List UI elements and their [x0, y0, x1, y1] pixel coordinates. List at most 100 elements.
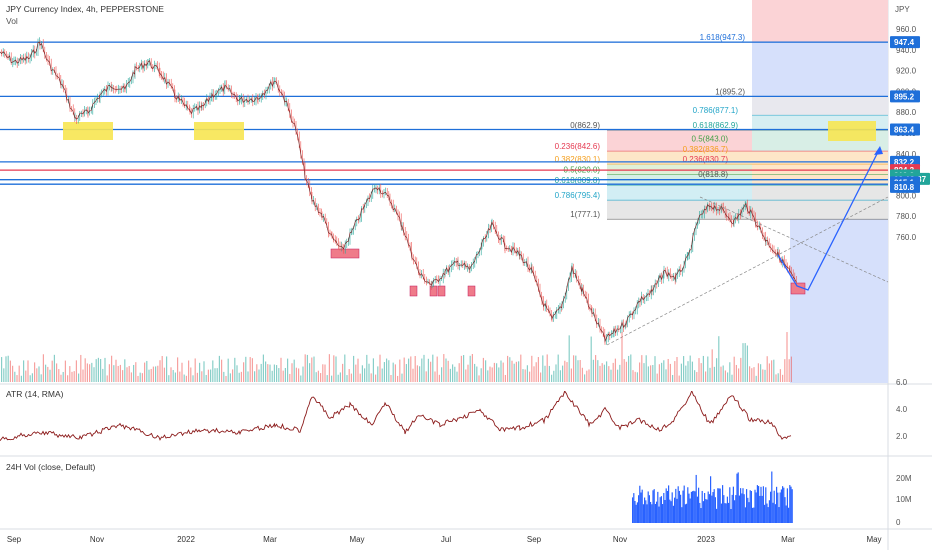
fib-level-label: 1(777.1) — [570, 210, 600, 219]
volume-bar — [564, 360, 566, 382]
price-tick-label: 780.0 — [896, 212, 917, 221]
fib-small-label: 0(818.8) — [698, 170, 728, 179]
vol24-bar — [734, 500, 736, 523]
vol24-bar — [771, 471, 773, 523]
highlight-zone — [828, 121, 876, 141]
volume-bar — [581, 367, 583, 382]
vol24-bar — [788, 507, 790, 523]
price-badge — [890, 123, 920, 136]
volume-bar — [555, 364, 557, 382]
vol24-bar — [656, 501, 658, 523]
vol24-bar — [748, 502, 750, 523]
volume-bar — [672, 374, 674, 382]
volume-bar — [183, 374, 185, 382]
vol24-bar — [636, 502, 638, 523]
volume-bar — [416, 365, 418, 382]
volume-bar — [361, 365, 363, 382]
vol24-bar — [683, 485, 685, 523]
vol24-bar — [681, 507, 683, 523]
volume-bar — [454, 366, 456, 382]
volume-bar — [647, 366, 649, 382]
volume-bar — [368, 363, 370, 382]
vol24-bar — [653, 489, 655, 523]
volume-bar — [665, 369, 667, 382]
vol24-bar — [687, 487, 689, 523]
volume-bar — [58, 369, 60, 382]
price-tick-label: 920.0 — [896, 67, 917, 76]
volume-bar — [632, 370, 634, 382]
volume-bar — [546, 354, 548, 382]
volume-bar — [295, 367, 297, 382]
vol24-bar — [712, 492, 714, 523]
volume-bar — [234, 357, 236, 382]
volume-bar — [489, 366, 491, 382]
price-badge — [890, 36, 920, 49]
volume-bar — [509, 357, 511, 382]
vol24-bar — [705, 499, 707, 523]
volume-bar — [502, 362, 504, 382]
volume-bar — [245, 356, 247, 382]
volume-bar — [601, 363, 603, 382]
vol24-bar — [700, 508, 702, 523]
volume-bar — [185, 375, 187, 382]
volume-bar — [456, 371, 458, 382]
volume-bar — [31, 373, 33, 382]
vol24-bar — [740, 488, 742, 523]
vol24-bar — [718, 488, 720, 523]
highlight-zone — [194, 122, 244, 140]
volume-bar — [337, 374, 339, 382]
volume-bar — [496, 363, 498, 382]
vol24-bar — [704, 492, 706, 523]
volume-bar — [713, 366, 715, 382]
volume-bar — [62, 371, 64, 382]
volume-bar — [573, 355, 575, 382]
vol24-bar — [761, 495, 763, 523]
volume-bar — [89, 364, 91, 382]
volume-bar — [128, 366, 130, 382]
volume-bar — [449, 368, 451, 382]
volume-bar — [331, 375, 333, 382]
volume-bar — [122, 370, 124, 382]
volume-bar — [504, 374, 506, 382]
volume-bar — [100, 359, 102, 382]
vol24-bar — [650, 501, 652, 523]
volume-bar — [302, 366, 304, 382]
volume-bar — [599, 365, 601, 382]
vol24-bar — [755, 492, 757, 523]
volume-bar — [773, 359, 775, 382]
volume-bar — [346, 375, 348, 382]
vol24-bar — [724, 503, 726, 523]
volume-bar — [621, 332, 623, 382]
volume-bar — [12, 365, 14, 382]
volume-bar — [34, 362, 36, 382]
volume-bar — [40, 374, 42, 382]
volume-bar — [124, 359, 126, 382]
volume-bar — [531, 355, 533, 382]
volume-bar — [333, 355, 335, 382]
volume-bar — [148, 369, 150, 382]
vol24-bar — [672, 505, 674, 523]
volume-bar — [553, 370, 555, 382]
volume-bar — [78, 373, 80, 382]
volume-bar — [16, 375, 18, 382]
projection-arrow — [777, 147, 881, 291]
vol24-bar — [783, 487, 785, 523]
volume-bar — [141, 373, 143, 382]
vol24-bar — [744, 507, 746, 523]
vol24-tick-label: 20M — [896, 474, 912, 483]
vol24-bar — [662, 504, 664, 523]
volume-bar — [771, 360, 773, 382]
volume-bar — [159, 360, 161, 382]
volume-bar — [757, 363, 759, 382]
fib-small-label: 0.5(843.0) — [692, 134, 729, 143]
volume-bar — [656, 373, 658, 382]
volume-bar — [370, 373, 372, 382]
fib-extension-zone — [752, 42, 888, 97]
vol24-bar — [777, 492, 779, 523]
volume-bar — [225, 375, 227, 382]
volume-bar — [463, 355, 465, 382]
volume-bar — [392, 362, 394, 382]
vol24-bar — [784, 497, 786, 523]
volume-bar — [339, 372, 341, 382]
